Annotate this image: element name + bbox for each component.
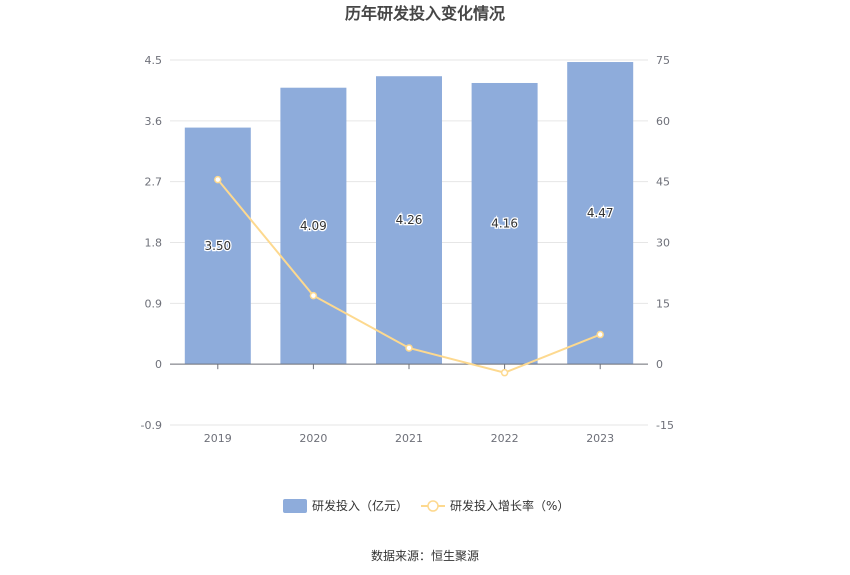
growth-point-2022 [500, 368, 509, 377]
x-tick-label: 2023 [586, 432, 614, 445]
right-tick-label: 30 [656, 237, 670, 250]
bar-value-label: 3.50 [204, 239, 231, 253]
line-series [214, 175, 604, 377]
bar-2019 [184, 127, 251, 365]
left-tick-label: 1.8 [145, 237, 163, 250]
legend-line-marker [427, 500, 439, 512]
right-axis-ticks: 75 60 45 30 15 0 -15 [656, 54, 674, 432]
right-tick-label: 45 [656, 176, 670, 189]
legend: 研发投入（亿元） 研发投入增长率（%） [283, 498, 569, 513]
x-tick-label: 2019 [204, 432, 232, 445]
x-tick-label: 2021 [395, 432, 423, 445]
bar-series [184, 62, 634, 365]
bar-labels: 3.50 4.09 4.26 4.16 4.47 [203, 205, 615, 254]
right-tick-label: 75 [656, 54, 670, 67]
bar-value-label: 4.09 [300, 219, 327, 233]
growth-point-2019 [214, 175, 222, 184]
growth-point-2021 [405, 344, 413, 352]
bar-value-label: 4.26 [396, 213, 423, 227]
bar-2022 [471, 82, 538, 365]
right-tick-label: 15 [656, 297, 670, 310]
right-tick-label: 0 [656, 358, 663, 371]
bar-2020 [280, 87, 347, 365]
right-tick-label: -15 [656, 419, 674, 432]
growth-point-2020 [309, 291, 318, 300]
right-tick-label: 60 [656, 115, 670, 128]
x-axis: 2019 2020 2021 2022 2023 [170, 363, 648, 445]
left-tick-label: 0 [155, 358, 162, 371]
left-tick-label: 4.5 [145, 54, 163, 67]
legend-bar-swatch [283, 499, 307, 513]
bar-2023 [567, 62, 634, 365]
left-tick-label: 2.7 [145, 176, 163, 189]
growth-point-2023 [596, 330, 604, 339]
legend-bar-label: 研发投入（亿元） [312, 498, 408, 513]
bar-2021 [376, 76, 442, 365]
left-tick-label: -0.9 [141, 419, 162, 432]
left-axis-ticks: 4.5 3.6 2.7 1.8 0.9 0 -0.9 [141, 54, 162, 432]
bar-value-label: 4.47 [587, 206, 614, 220]
left-tick-label: 0.9 [145, 297, 163, 310]
left-tick-label: 3.6 [145, 115, 163, 128]
x-tick-label: 2020 [299, 432, 327, 445]
source-note: 数据来源：恒生聚源 [371, 548, 479, 563]
legend-line-label: 研发投入增长率（%） [450, 498, 569, 513]
bar-value-label: 4.16 [491, 217, 518, 231]
chart-title: 历年研发投入变化情况 [345, 4, 505, 23]
x-tick-label: 2022 [491, 432, 519, 445]
